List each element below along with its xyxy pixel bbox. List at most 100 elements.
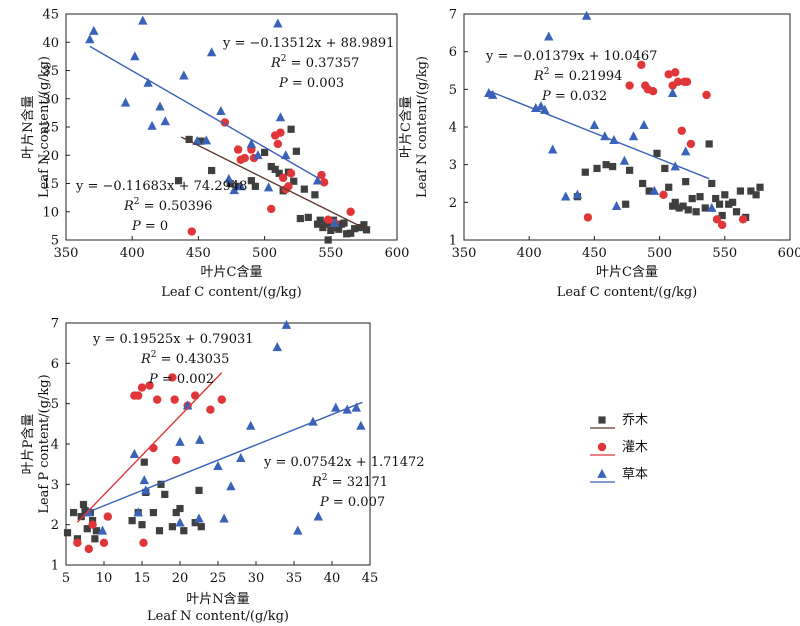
y-tick-label: 35 [42, 64, 59, 79]
data-point [99, 538, 109, 548]
data-point [149, 508, 157, 517]
data-point [351, 225, 359, 233]
data-point [153, 395, 162, 404]
data-point [192, 135, 202, 145]
data-point [236, 181, 246, 191]
data-point [73, 538, 82, 548]
fit-equation: y = −0.11683x + 74.2948 [75, 179, 247, 194]
data-point [155, 527, 164, 535]
data-point [712, 215, 722, 224]
data-point [92, 527, 100, 535]
data-point [134, 391, 143, 400]
data-point [172, 455, 181, 465]
data-point [130, 51, 140, 61]
data-point [226, 481, 236, 491]
data-point [300, 185, 308, 193]
legend-label: 灌木 [622, 440, 648, 455]
data-point [187, 227, 196, 236]
data-point [170, 395, 179, 404]
data-point [88, 520, 97, 529]
data-point [645, 187, 653, 195]
data-point [281, 319, 292, 329]
data-point [168, 523, 176, 531]
data-point [191, 519, 199, 527]
y-tick-label: 30 [42, 92, 59, 107]
y-tick-label: 3 [449, 158, 457, 173]
x-tick-label: 10 [96, 571, 113, 586]
data-point [290, 177, 298, 185]
data-point [756, 183, 764, 191]
data-point [664, 70, 673, 79]
data-point [147, 120, 157, 130]
data-point [752, 191, 760, 199]
data-point [129, 448, 140, 458]
data-point [609, 162, 617, 171]
x-axis-label-en: Leaf C content/(g/kg) [161, 285, 302, 300]
data-point [137, 383, 147, 392]
data-point [84, 507, 94, 517]
fit-equation: y = 0.19525x + 0.79031 [92, 332, 254, 347]
y-tick-label: 4 [449, 121, 457, 136]
data-point [661, 164, 669, 173]
data-point [327, 226, 335, 234]
series-circle [187, 118, 355, 236]
data-point [233, 145, 243, 154]
series-circle [583, 60, 748, 230]
data-point [360, 221, 368, 229]
legend-marker [597, 468, 607, 478]
data-point [736, 187, 745, 195]
series-circle [73, 373, 226, 554]
data-point [671, 68, 680, 77]
data-point [356, 223, 364, 232]
data-point [180, 527, 188, 535]
data-point [275, 169, 283, 177]
fit-line [89, 45, 318, 179]
y-tick-label: 7 [51, 317, 59, 332]
x-tick-label: 500 [647, 246, 672, 261]
x-tick-label: 30 [248, 571, 265, 586]
data-point [263, 182, 274, 192]
data-point [292, 147, 300, 155]
data-point [70, 508, 78, 517]
x-axis-label-cn: 叶片C含量 [201, 264, 263, 280]
data-point [611, 200, 622, 210]
data-point [316, 216, 324, 224]
data-point [206, 47, 217, 57]
data-point [168, 373, 177, 382]
x-tick-label: 40 [324, 571, 341, 586]
series-triangle [484, 10, 717, 212]
data-point [89, 25, 99, 35]
chart-panel-2: 350 400 450 500 550 600 1 2 3 4 5 6 7 叶片C含量 Leaf C con… [398, 8, 800, 301]
data-point [625, 81, 634, 90]
x-tick-label: 5 [62, 571, 70, 586]
x-tick-label: 400 [120, 246, 145, 261]
x-tick-label: 35 [286, 571, 303, 586]
data-point [561, 191, 571, 201]
data-point [721, 191, 729, 199]
fit-r2: R2 = 0.43035 [140, 350, 229, 367]
data-point [236, 452, 246, 462]
data-point [155, 101, 165, 111]
data-point [216, 106, 226, 116]
data-point [103, 512, 113, 521]
data-point [160, 116, 170, 126]
data-point [261, 148, 269, 157]
data-point [717, 220, 727, 230]
data-point [281, 150, 291, 160]
data-point [593, 164, 601, 173]
data-point [175, 517, 185, 527]
data-point [287, 125, 295, 133]
data-point [275, 112, 286, 122]
data-point [639, 119, 649, 129]
data-point [191, 391, 200, 400]
data-point [284, 182, 293, 191]
data-point [185, 135, 193, 144]
data-point [208, 166, 216, 175]
data-point [677, 126, 686, 135]
data-point [138, 15, 148, 25]
data-point [247, 177, 255, 185]
legend-item: 灌木 [590, 440, 648, 456]
data-point [304, 213, 312, 221]
data-point [671, 198, 679, 206]
